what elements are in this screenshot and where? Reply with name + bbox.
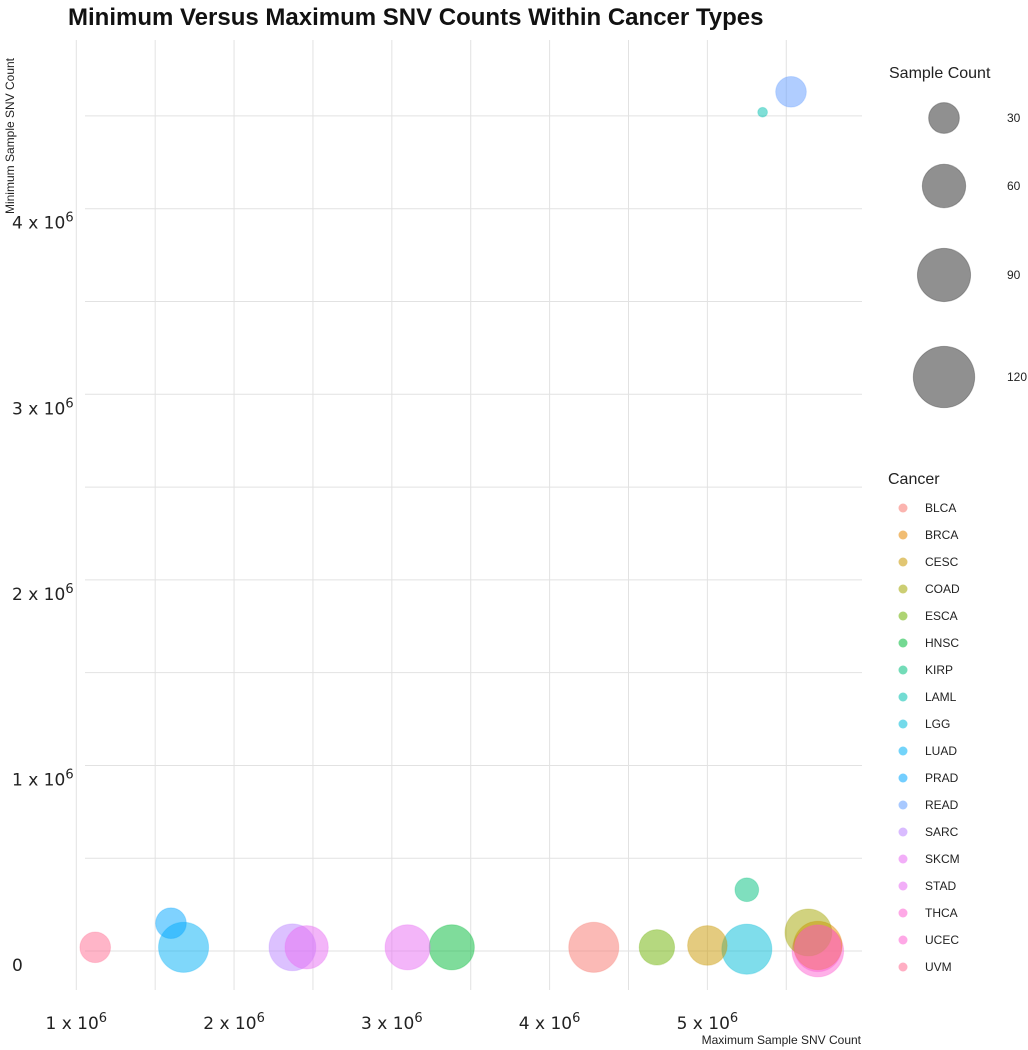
- size-legend-label-2: 90: [1007, 268, 1021, 282]
- data-points: [79, 75, 845, 978]
- color-legend-key-blca: [898, 503, 908, 513]
- size-legend-circle-1: [921, 163, 967, 209]
- x-axis-label: Maximum Sample SNV Count: [702, 1033, 862, 1047]
- point-uvm-0: [79, 931, 112, 964]
- y-tick-label-3: 3 x 106: [12, 396, 74, 419]
- color-legend-label-prad: PRAD: [925, 771, 959, 785]
- color-legend-key-hnsc: [898, 638, 908, 648]
- color-legend-label-coad: COAD: [925, 582, 960, 596]
- point-blca-0: [568, 921, 620, 973]
- x-tick-label-2: 3 x 106: [361, 1011, 423, 1034]
- color-legend-key-prad: [898, 773, 908, 783]
- size-legend-circle-3: [912, 345, 976, 409]
- color-legend-key-ucec: [898, 935, 908, 945]
- size-legend-label-1: 60: [1007, 179, 1021, 193]
- color-legend-label-laml: LAML: [925, 690, 957, 704]
- color-legend-label-kirp: KIRP: [925, 663, 953, 677]
- color-legend-key-read: [898, 800, 908, 810]
- x-tick-label-4: 5 x 106: [677, 1011, 739, 1034]
- color-legend-key-stad: [898, 881, 908, 891]
- chart-title: Minimum Versus Maximum SNV Counts Within…: [68, 4, 763, 31]
- x-tick-label-1: 2 x 106: [203, 1011, 265, 1034]
- color-legend-key-laml: [898, 692, 908, 702]
- x-tick-label-0: 1 x 106: [45, 1011, 107, 1034]
- color-legend-label-blca: BLCA: [925, 501, 956, 515]
- size-legend-label-0: 30: [1007, 111, 1021, 125]
- size-legend-circle-0: [928, 102, 960, 134]
- color-legend-label-lgg: LGG: [925, 717, 950, 731]
- color-legend-key-lgg: [898, 719, 908, 729]
- color-legend-label-luad: LUAD: [925, 744, 957, 758]
- size-legend-label-3: 120: [1007, 370, 1027, 384]
- y-tick-label-0: 0: [12, 956, 23, 976]
- color-legend-key-luad: [898, 746, 908, 756]
- color-legend-key-thca: [898, 908, 908, 918]
- x-tick-label-3: 4 x 106: [519, 1011, 581, 1034]
- color-legend-label-skcm: SKCM: [925, 852, 960, 866]
- size-legend-title: Sample Count: [889, 65, 991, 82]
- point-ucec-0: [793, 924, 842, 973]
- color-legend-key-cesc: [898, 557, 908, 567]
- color-legend-key-uvm: [898, 962, 908, 972]
- color-legend-label-thca: THCA: [925, 906, 958, 920]
- color-legend-key-coad: [898, 584, 908, 594]
- point-cesc-0: [687, 925, 728, 966]
- point-prad-0: [155, 907, 187, 940]
- y-tick-label-1: 1 x 106: [12, 767, 74, 790]
- point-esca-0: [638, 929, 676, 966]
- color-legend-key-brca: [898, 530, 908, 540]
- tick-labels: 1 x 106 2 x 106 3 x 106 4 x 106 5 x 106 0 1 x …: [12, 211, 738, 1034]
- color-legend: Cancer BLCA BRCA CESC COAD ESCA HNSC KIRP LAML L…: [888, 471, 960, 974]
- color-legend-label-esca: ESCA: [925, 609, 958, 623]
- color-legend-label-hnsc: HNSC: [925, 636, 959, 650]
- point-hnsc-0: [428, 924, 475, 971]
- y-axis-label: Minimum Sample SNV Count: [3, 57, 17, 214]
- point-kirp-0: [734, 877, 760, 903]
- color-legend-key-esca: [898, 611, 908, 621]
- color-legend-label-ucec: UCEC: [925, 933, 959, 947]
- y-tick-label-2: 2 x 106: [12, 582, 74, 605]
- y-tick-label-4: 4 x 106: [12, 211, 74, 234]
- color-legend-label-read: READ: [925, 798, 959, 812]
- color-legend-key-kirp: [898, 665, 908, 675]
- color-legend-label-uvm: UVM: [925, 960, 952, 974]
- color-legend-key-sarc: [898, 827, 908, 837]
- size-legend-circle-2: [916, 247, 972, 303]
- color-legend-key-skcm: [898, 854, 908, 864]
- point-read-0: [775, 75, 807, 108]
- color-legend-title: Cancer: [888, 471, 940, 488]
- color-legend-label-stad: STAD: [925, 879, 956, 893]
- color-legend-label-sarc: SARC: [925, 825, 959, 839]
- color-legend-label-brca: BRCA: [925, 528, 958, 542]
- point-skcm-0: [384, 924, 431, 971]
- point-lgg-0: [721, 923, 773, 975]
- grid: [75, 40, 862, 990]
- point-stad-0: [284, 925, 329, 970]
- point-laml-0: [757, 106, 768, 118]
- color-legend-label-cesc: CESC: [925, 555, 959, 569]
- size-legend: Sample Count 30 60 90 120: [889, 65, 1027, 409]
